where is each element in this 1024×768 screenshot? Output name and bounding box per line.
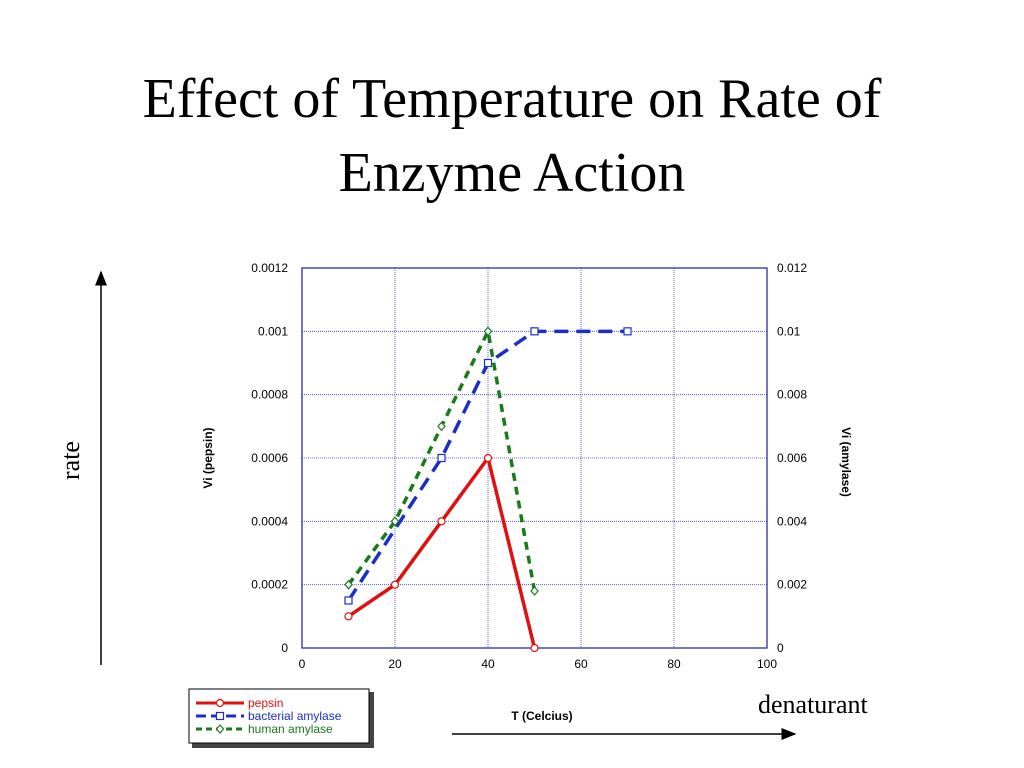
left-y-tick-label: 0 <box>281 641 288 655</box>
data-point <box>623 327 632 336</box>
data-point <box>530 586 539 596</box>
data-point <box>215 698 225 708</box>
right-y-tick-label: 0.012 <box>777 261 807 275</box>
left-y-tick-label: 0.0008 <box>251 388 288 402</box>
data-point <box>344 596 353 605</box>
right-axis-title: Vi (amylase) <box>839 427 853 497</box>
x-tick-label: 40 <box>481 657 495 671</box>
data-point <box>344 579 353 590</box>
data-point <box>483 453 493 463</box>
slide-title-line-1: Effect of Temperature on Rate of <box>142 68 882 130</box>
data-point <box>390 516 400 527</box>
x-tick-label: 100 <box>757 657 777 671</box>
left-y-tick-label: 0.001 <box>258 324 288 338</box>
slide-title-line-2: Enzyme Action <box>338 142 686 204</box>
right-y-tick-label: 0.008 <box>777 388 807 402</box>
legend-label: human amylase <box>248 722 333 736</box>
left-y-tick-label: 0.0004 <box>251 514 288 528</box>
data-point <box>437 421 446 432</box>
legend-label: bacterial amylase <box>248 709 342 723</box>
data-point <box>437 453 446 463</box>
data-point <box>215 724 225 734</box>
x-tick-label: 60 <box>574 657 588 671</box>
data-point <box>530 643 539 653</box>
left-y-tick-label: 0.0012 <box>251 261 288 275</box>
right-y-tick-label: 0.004 <box>777 514 807 528</box>
right-y-tick-label: 0.01 <box>777 324 801 338</box>
data-point <box>437 517 446 526</box>
x-tick-label: 20 <box>388 657 402 671</box>
legend-label: pepsin <box>248 696 283 710</box>
left-y-tick-label: 0.0006 <box>251 451 288 465</box>
left-y-tick-label: 0.0002 <box>251 578 288 592</box>
right-y-tick-label: 0.006 <box>777 451 807 465</box>
data-point <box>215 711 225 721</box>
right-y-tick-label: 0.002 <box>777 578 807 592</box>
denaturant-label: denaturant <box>758 690 868 719</box>
right-y-tick-label: 0 <box>777 641 784 655</box>
data-point <box>483 358 493 368</box>
data-point <box>344 612 353 621</box>
data-point <box>390 580 400 589</box>
x-axis-title: T (Celcius) <box>511 709 572 723</box>
x-tick-label: 80 <box>667 657 681 671</box>
left-axis-title: Vi (pepsin) <box>201 427 215 488</box>
slide-title: Effect of Temperature on Rate of Enzyme … <box>0 62 1024 210</box>
data-point <box>483 326 493 337</box>
x-tick-label: 0 <box>299 657 306 671</box>
data-point <box>530 327 539 336</box>
